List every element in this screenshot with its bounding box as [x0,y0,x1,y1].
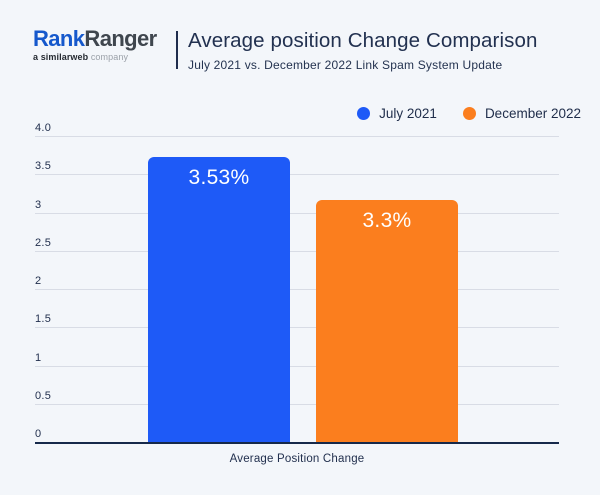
y-tick-label: 2.5 [35,237,52,249]
gridline [35,136,559,137]
legend-dot-icon [462,107,476,120]
tagline-company: company [88,52,129,62]
header-divider [176,31,178,69]
y-tick-label: 0.5 [35,390,52,402]
legend-item-july-2021: July 2021 [357,106,437,121]
brand-wordmark: RankRanger [33,28,157,50]
bar-value-label: 3.3% [362,209,412,232]
y-tick-label: 4.0 [35,122,52,134]
gridline [35,366,559,367]
bar-december-2022: 3.3% [316,200,458,442]
gridline [35,213,559,214]
tagline-similarweb: a similarweb [33,52,89,62]
bar-value-label: 3.53% [188,166,250,189]
gridline [35,404,559,405]
x-axis-label: Average Position Change [229,453,365,465]
rankranger-logo: RankRanger a similarweb company [33,28,157,62]
header-titles: Average position Change Comparison July … [188,29,537,72]
y-tick-label: 0 [35,428,42,440]
y-tick-label: 2 [35,275,42,287]
brand-tagline: a similarweb company [33,53,157,62]
gridline [35,251,559,252]
bar-july-2021: 3.53% [148,157,290,442]
x-axis-line [35,442,559,444]
brand-part-rank: Rank [33,26,85,51]
legend-dot-icon [357,107,371,120]
y-tick-label: 1 [35,352,42,364]
page-subtitle: July 2021 vs. December 2022 Link Spam Sy… [188,58,503,72]
legend-item-december-2022: December 2022 [462,106,581,121]
legend-label: December 2022 [484,106,581,121]
gridline [35,289,559,290]
y-tick-label: 3.5 [35,160,52,172]
brand-part-ranger: Ranger [84,26,157,51]
chart-legend: July 2021 December 2022 [357,106,581,121]
page-title: Average position Change Comparison [188,29,538,52]
y-tick-label: 3 [35,199,42,211]
legend-label: July 2021 [379,106,437,121]
y-tick-label: 1.5 [35,313,52,325]
gridline [35,174,559,175]
gridline [35,327,559,328]
